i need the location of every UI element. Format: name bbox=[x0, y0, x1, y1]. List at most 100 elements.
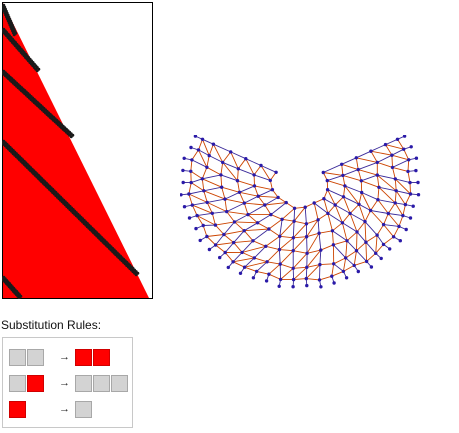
network-edge bbox=[215, 242, 234, 246]
network-edge bbox=[258, 189, 273, 197]
network-node bbox=[220, 185, 224, 189]
network-edge bbox=[306, 219, 319, 225]
network-edge bbox=[392, 159, 409, 168]
network-edge bbox=[355, 157, 359, 170]
network-edge bbox=[257, 214, 272, 224]
network-node bbox=[278, 277, 283, 282]
network-node bbox=[189, 169, 193, 173]
evolution-dot bbox=[37, 67, 41, 71]
network-node bbox=[181, 168, 185, 173]
network-edge bbox=[280, 267, 294, 280]
network-edge bbox=[394, 190, 397, 203]
network-node bbox=[202, 189, 206, 193]
network-edge bbox=[317, 219, 320, 234]
network-edge bbox=[268, 273, 281, 280]
network-edge bbox=[395, 178, 411, 184]
network-edge bbox=[403, 149, 410, 160]
network-edge bbox=[358, 169, 378, 176]
network-svg bbox=[179, 134, 421, 289]
evolution-dot bbox=[14, 31, 18, 35]
network-edge bbox=[224, 191, 240, 200]
network-edge bbox=[230, 151, 246, 160]
network-edge bbox=[407, 159, 410, 172]
network-node bbox=[200, 137, 205, 141]
network-edge bbox=[244, 195, 259, 204]
network-node bbox=[363, 219, 367, 224]
network-edge bbox=[364, 221, 378, 236]
rule-2-rhs-cell-1 bbox=[75, 375, 92, 392]
network-edge bbox=[342, 169, 359, 176]
network-edge bbox=[327, 189, 344, 198]
network-edge bbox=[391, 148, 404, 156]
rule-3-rhs-cell-1 bbox=[75, 401, 92, 418]
network-edge bbox=[370, 150, 392, 156]
network-edge bbox=[318, 233, 322, 251]
network-edge bbox=[234, 214, 249, 223]
network-edge bbox=[365, 234, 378, 243]
network-node bbox=[343, 184, 347, 188]
network-edge bbox=[361, 192, 372, 211]
network-edge bbox=[320, 244, 334, 251]
network-node bbox=[276, 195, 280, 200]
rule-2-rhs-cell-3 bbox=[111, 375, 128, 392]
network-node bbox=[376, 198, 380, 202]
network-node bbox=[189, 145, 193, 150]
network-edge bbox=[356, 231, 358, 251]
network-edge bbox=[247, 214, 258, 224]
network-edge bbox=[370, 199, 379, 211]
network-edge bbox=[327, 213, 333, 231]
network-node bbox=[223, 197, 227, 201]
network-edge bbox=[376, 175, 380, 188]
network-node bbox=[341, 195, 346, 199]
network-node bbox=[414, 156, 419, 160]
network-edge bbox=[306, 219, 319, 237]
network-node bbox=[198, 238, 202, 243]
network-node bbox=[409, 145, 413, 149]
network-edge bbox=[188, 182, 192, 195]
network-edge bbox=[395, 202, 406, 206]
network-node bbox=[200, 177, 204, 181]
rule-1-rhs-cell-1 bbox=[75, 349, 92, 366]
network-edge bbox=[391, 155, 393, 168]
rules-title: Substitution Rules: bbox=[1, 318, 102, 332]
network-node bbox=[207, 247, 212, 252]
network-edge bbox=[241, 251, 255, 259]
network-edge bbox=[378, 186, 397, 192]
network-edge bbox=[243, 230, 254, 242]
network-node bbox=[304, 222, 309, 226]
network-edge bbox=[377, 161, 393, 168]
network-edge bbox=[370, 150, 378, 163]
network-edge bbox=[356, 150, 372, 159]
network-node bbox=[254, 269, 259, 274]
network-node bbox=[375, 233, 379, 237]
network-edge bbox=[191, 149, 199, 161]
network-edge bbox=[305, 264, 321, 279]
network-edge bbox=[293, 208, 296, 222]
network-edge bbox=[190, 170, 203, 180]
network-edge bbox=[190, 159, 193, 172]
network-edge bbox=[234, 221, 245, 232]
network-edge bbox=[304, 207, 307, 224]
network-node bbox=[187, 216, 192, 220]
network-edge bbox=[319, 250, 322, 265]
network-edge bbox=[393, 226, 400, 238]
network-edge bbox=[333, 240, 348, 246]
network-edge bbox=[361, 192, 379, 201]
network-edge bbox=[293, 266, 307, 269]
network-node bbox=[292, 219, 296, 223]
network-node bbox=[333, 203, 337, 207]
network-edge bbox=[376, 234, 384, 245]
network-node bbox=[317, 278, 322, 282]
network-edges bbox=[180, 135, 419, 287]
network-edge bbox=[254, 185, 259, 197]
network-node bbox=[226, 265, 230, 270]
network-edge bbox=[357, 169, 362, 181]
network-edge bbox=[268, 218, 283, 230]
network-edge bbox=[192, 201, 208, 206]
network-edge bbox=[191, 178, 203, 184]
network-edge bbox=[358, 204, 366, 222]
network-node bbox=[364, 259, 369, 264]
network-edge bbox=[215, 221, 235, 226]
network-edge bbox=[385, 144, 393, 156]
network-edge bbox=[221, 187, 226, 200]
